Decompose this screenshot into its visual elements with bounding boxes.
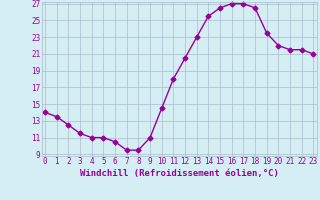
X-axis label: Windchill (Refroidissement éolien,°C): Windchill (Refroidissement éolien,°C)	[80, 169, 279, 178]
